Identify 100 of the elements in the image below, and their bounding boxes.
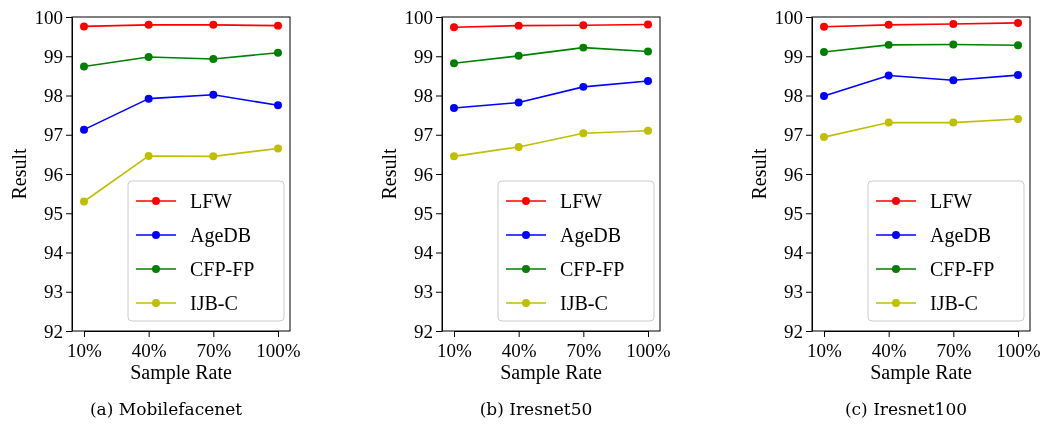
- text: (c) Iresnet100: [844, 399, 968, 419]
- point: [209, 55, 218, 63]
- point: [820, 47, 828, 56]
- y-tick-label: 95: [414, 202, 433, 224]
- y-tick-label: 94: [44, 242, 64, 264]
- point: [579, 82, 588, 91]
- legend-label: CFP-FP: [560, 258, 625, 280]
- point: [514, 142, 523, 151]
- x-tick-label: 40%: [871, 340, 907, 362]
- legend-label: CFP-FP: [190, 258, 255, 280]
- y-tick-label: 97: [784, 124, 803, 146]
- y-tick-label: 93: [44, 281, 63, 303]
- y-tick-label: 93: [414, 281, 433, 303]
- point: [80, 125, 88, 134]
- point: [80, 62, 88, 71]
- point: [820, 133, 828, 142]
- legend-label: LFW: [190, 190, 233, 212]
- point: [514, 98, 523, 107]
- x-tick-label: 100%: [996, 340, 1041, 362]
- y-tick-label: 100: [34, 6, 63, 28]
- y-tick-label: 97: [414, 124, 433, 146]
- x-tick-label: 40%: [131, 340, 167, 362]
- y-axis-title: Result: [748, 148, 770, 200]
- x-tick-label: 100%: [256, 340, 301, 362]
- point: [949, 76, 958, 85]
- point: [644, 47, 652, 56]
- point: [949, 20, 958, 29]
- legend-label: LFW: [930, 190, 973, 212]
- point: [1014, 115, 1022, 124]
- point: [949, 40, 958, 49]
- x-tick-label: 10%: [67, 340, 103, 362]
- point: [820, 91, 828, 100]
- point: [209, 90, 218, 99]
- point: [1014, 71, 1022, 80]
- x-tick-label: 10%: [437, 340, 473, 362]
- point: [884, 40, 893, 49]
- y-tick-label: 100: [404, 6, 433, 28]
- y-tick-label: 92: [784, 320, 803, 342]
- x-tick-label: 100%: [626, 340, 671, 362]
- legend-label: IJB-C: [930, 292, 978, 314]
- point: [1014, 41, 1022, 50]
- text: (a) Mobilefacenet: [89, 399, 243, 419]
- x-tick-label: 70%: [936, 340, 972, 362]
- text: (b) Iresnet50: [479, 399, 593, 419]
- point: [209, 152, 218, 161]
- point: [579, 43, 588, 52]
- y-tick-label: 96: [44, 163, 63, 185]
- y-tick-label: 98: [44, 85, 63, 107]
- point: [274, 101, 282, 110]
- point: [274, 48, 282, 57]
- point: [644, 126, 652, 135]
- y-tick-label: 99: [44, 45, 63, 67]
- legend-label: AgeDB: [930, 224, 992, 247]
- legend-label: LFW: [560, 190, 603, 212]
- y-tick-label: 96: [784, 163, 803, 185]
- point: [209, 20, 218, 29]
- point: [274, 21, 282, 30]
- y-tick-label: 92: [414, 320, 433, 342]
- legend-label: IJB-C: [560, 292, 608, 314]
- point: [144, 53, 153, 62]
- legend-label: AgeDB: [560, 224, 622, 247]
- point: [820, 22, 828, 31]
- x-axis-title: Sample Rate: [870, 361, 972, 384]
- point: [450, 59, 458, 68]
- point: [579, 21, 588, 30]
- point: [644, 77, 652, 85]
- point: [450, 152, 458, 161]
- point: [884, 20, 893, 29]
- y-axis-title: Result: [378, 148, 400, 200]
- y-tick-label: 95: [44, 202, 63, 224]
- y-tick-label: 95: [784, 202, 803, 224]
- point: [949, 118, 958, 127]
- point: [274, 144, 282, 153]
- point: [80, 197, 88, 206]
- x-axis-title: Sample Rate: [500, 361, 602, 384]
- x-axis-title: Sample Rate: [130, 361, 232, 384]
- y-axis-title: Result: [8, 148, 30, 200]
- x-tick-label: 40%: [501, 340, 537, 362]
- legend-label: CFP-FP: [930, 258, 995, 280]
- point: [80, 22, 88, 31]
- point: [884, 71, 893, 80]
- point: [884, 118, 893, 127]
- point: [644, 20, 652, 29]
- x-tick-label: 10%: [807, 340, 843, 362]
- y-tick-label: 98: [414, 85, 433, 107]
- y-tick-label: 97: [44, 124, 63, 146]
- point: [144, 94, 153, 103]
- x-tick-label: 70%: [566, 340, 602, 362]
- legend-label: IJB-C: [190, 292, 238, 314]
- point: [450, 104, 458, 113]
- point: [144, 151, 153, 160]
- y-tick-label: 99: [414, 45, 433, 67]
- y-tick-label: 100: [774, 6, 803, 28]
- y-tick-label: 93: [784, 281, 803, 303]
- y-tick-label: 96: [414, 163, 433, 185]
- point: [450, 23, 458, 32]
- y-tick-label: 99: [784, 45, 803, 67]
- point: [514, 21, 523, 30]
- point: [514, 51, 523, 60]
- point: [579, 129, 588, 138]
